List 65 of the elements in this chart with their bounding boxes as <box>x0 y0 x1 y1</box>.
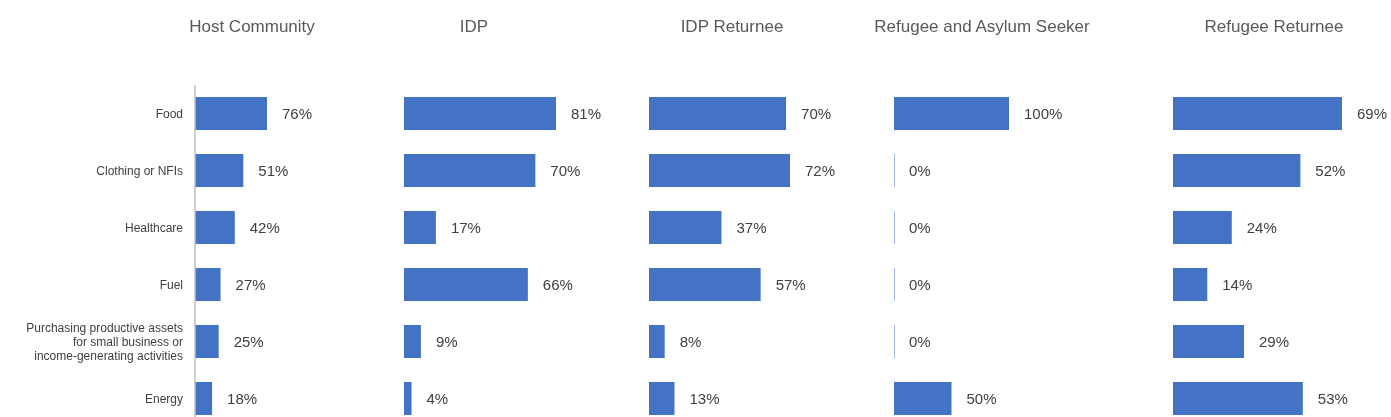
bar <box>649 381 675 416</box>
bar <box>195 381 213 416</box>
data-label: 24% <box>1246 218 1277 236</box>
y-tick-label: Energy <box>144 391 183 406</box>
chart-title: IDP <box>459 17 489 36</box>
bar <box>649 267 761 302</box>
chart-title: Refugee Returnee <box>1204 17 1344 36</box>
data-label: 69% <box>1357 104 1388 122</box>
y-tick-label: Fuel <box>159 277 183 292</box>
bar <box>404 267 528 302</box>
bar <box>404 381 412 416</box>
bar <box>1173 153 1301 188</box>
data-label: 66% <box>542 275 573 293</box>
data-label: 70% <box>550 161 581 179</box>
data-label: 70% <box>801 104 832 122</box>
bar <box>1173 96 1342 131</box>
data-label: 50% <box>966 389 997 407</box>
data-label: 0% <box>909 218 931 236</box>
y-tick-label: Healthcare <box>124 220 184 235</box>
bar <box>1173 324 1245 359</box>
bar <box>195 96 267 131</box>
bar <box>1173 210 1232 245</box>
data-label: 100% <box>1024 104 1063 122</box>
data-label: 76% <box>282 104 313 122</box>
bar <box>649 210 722 245</box>
y-tick-label: Clothing or NFIs <box>96 163 183 178</box>
bar <box>195 324 219 359</box>
data-label: 14% <box>1222 275 1253 293</box>
bar <box>404 210 436 245</box>
bar <box>195 153 244 188</box>
data-label: 17% <box>450 218 481 236</box>
data-label: 0% <box>909 332 931 350</box>
bar <box>404 153 536 188</box>
bar <box>649 96 787 131</box>
data-label: 18% <box>227 389 258 407</box>
data-label: 51% <box>258 161 289 179</box>
bar <box>1173 381 1303 416</box>
y-tick-label: Purchasing productive assets for small business or income-generating activities <box>26 320 183 363</box>
bar <box>404 96 556 131</box>
data-label: 8% <box>679 332 702 350</box>
data-label: 81% <box>571 104 602 122</box>
bar <box>1173 267 1208 302</box>
data-label: 42% <box>249 218 280 236</box>
chart-title: Host Community <box>189 17 316 36</box>
data-label: 57% <box>775 275 806 293</box>
chart-title: Refugee and Asylum Seeker <box>874 17 1091 36</box>
data-label: 72% <box>805 161 836 179</box>
data-label: 4% <box>426 389 449 407</box>
bar <box>404 324 421 359</box>
data-label: 0% <box>909 275 931 293</box>
bar <box>195 210 235 245</box>
bar <box>195 267 221 302</box>
chart-title: IDP Returnee <box>680 17 784 36</box>
bar <box>649 153 790 188</box>
data-label: 25% <box>233 332 264 350</box>
bar <box>649 324 665 359</box>
data-label: 0% <box>909 161 931 179</box>
data-label: 9% <box>435 332 458 350</box>
data-label: 29% <box>1259 332 1290 350</box>
y-tick-label: Food <box>155 106 183 121</box>
data-label: 13% <box>689 389 720 407</box>
data-label: 52% <box>1315 161 1346 179</box>
data-label: 37% <box>736 218 767 236</box>
data-label: 53% <box>1317 389 1348 407</box>
data-label: 27% <box>235 275 266 293</box>
